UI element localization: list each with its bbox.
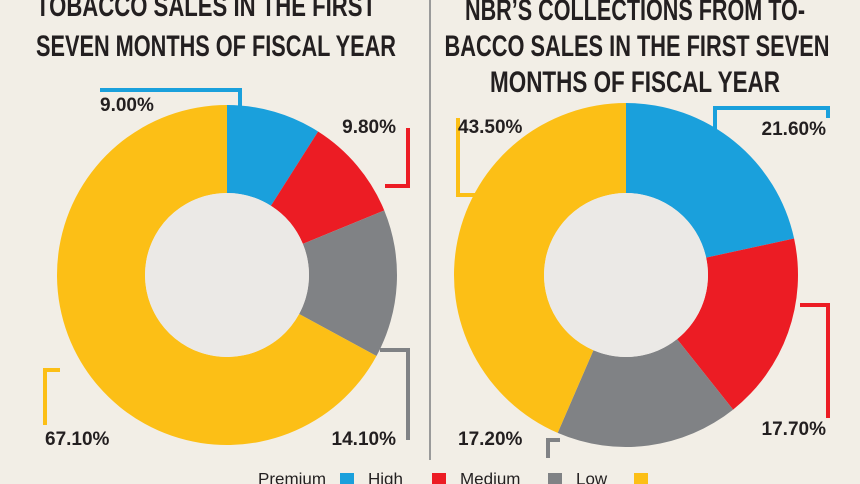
- value-label: 17.70%: [762, 419, 827, 440]
- value-label: 14.10%: [332, 429, 397, 450]
- chart-title: MONTHS OF FISCAL YEAR: [490, 66, 780, 99]
- chart-title: BACCO SALES IN THE FIRST SEVEN: [445, 30, 830, 63]
- leader-line: [713, 106, 830, 130]
- donut-slice: [56, 105, 377, 446]
- value-label: 9.80%: [342, 117, 396, 138]
- chart-title: TOBACCO SALES IN THE FIRST: [36, 0, 376, 23]
- donut-hole: [145, 193, 309, 357]
- donut-slice: [270, 131, 385, 244]
- donut-slice: [626, 103, 795, 258]
- chart-title: SEVEN MONTHS OF FISCAL YEAR: [36, 30, 396, 63]
- chart-title: NBR’S COLLECTIONS FROM TO-: [465, 0, 805, 27]
- legend-swatch: [340, 473, 354, 484]
- donut-slice: [453, 103, 626, 433]
- value-label: 17.20%: [458, 429, 523, 450]
- leader-line: [385, 128, 410, 188]
- leader-line: [800, 303, 830, 418]
- legend-swatch: [634, 473, 648, 484]
- value-label: 21.60%: [762, 119, 827, 140]
- legend-label: Medium: [460, 469, 520, 484]
- value-label: 43.50%: [458, 117, 523, 138]
- donut-slice: [299, 210, 397, 356]
- legend-label: Premium: [258, 469, 326, 484]
- donut-slice: [557, 339, 734, 448]
- legend-label: High: [368, 469, 403, 484]
- leader-line: [100, 88, 242, 108]
- legend-swatch: [548, 473, 562, 484]
- value-label: 67.10%: [45, 429, 110, 450]
- donut-slice: [677, 238, 798, 410]
- legend-swatch: [432, 473, 446, 484]
- leader-line: [43, 368, 60, 425]
- donut-slice: [227, 105, 319, 206]
- leader-line: [546, 438, 560, 458]
- leader-line: [380, 348, 410, 440]
- leader-line: [456, 118, 475, 197]
- donut-hole: [544, 193, 708, 357]
- legend-label: Low: [576, 469, 608, 484]
- value-label: 9.00%: [100, 95, 154, 116]
